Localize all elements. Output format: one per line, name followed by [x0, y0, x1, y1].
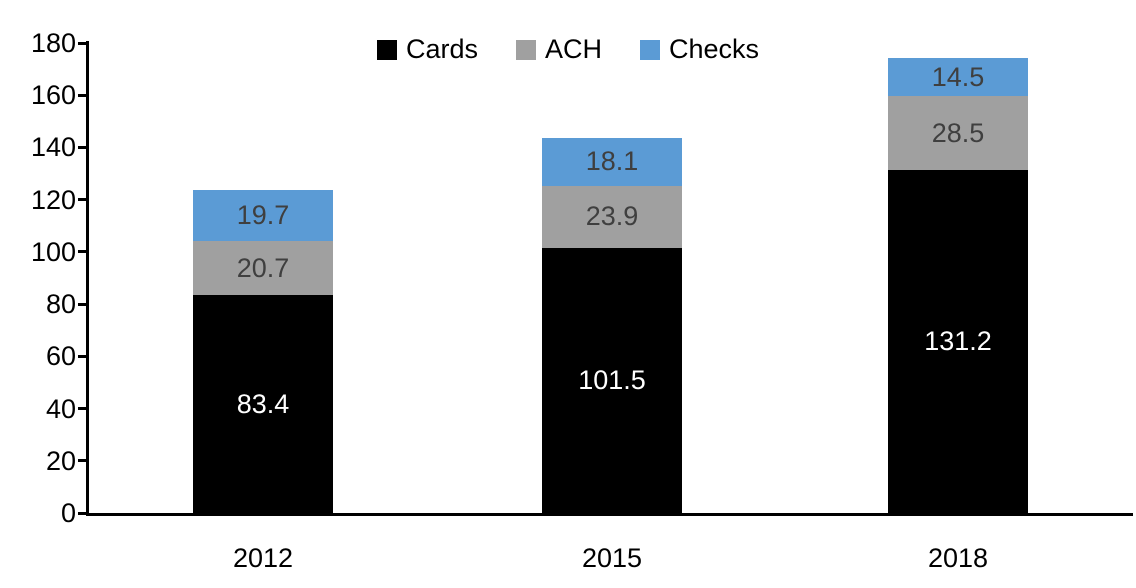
y-axis-tick — [78, 302, 88, 306]
bar-segment-2018-cards[interactable]: 131.2 — [888, 170, 1028, 513]
legend-label: ACH — [544, 34, 602, 64]
legend-item-checks[interactable]: Checks — [640, 36, 759, 63]
y-axis-tick-label: 100 — [30, 236, 76, 267]
y-axis-tick — [78, 354, 88, 358]
y-axis-tick-label: 140 — [30, 132, 76, 163]
y-axis-tick-label: 40 — [45, 393, 76, 424]
bar-value-label: 14.5 — [931, 61, 985, 92]
legend-swatch-icon — [376, 39, 397, 60]
bar-segment-2018-ach[interactable]: 28.5 — [888, 96, 1028, 171]
x-axis-label-2018: 2018 — [927, 543, 989, 573]
bar-value-label: 101.5 — [578, 364, 646, 395]
y-axis-tick-label: 120 — [30, 184, 76, 215]
y-axis-tick — [78, 511, 88, 515]
bar-value-label: 20.7 — [236, 252, 290, 283]
bar-value-label: 28.5 — [931, 117, 985, 148]
y-axis-tick — [78, 250, 88, 254]
bar-value-label: 131.2 — [924, 326, 992, 357]
y-axis-tick-label: 180 — [30, 28, 76, 58]
y-axis-tick-label: 60 — [45, 341, 76, 372]
bar-segment-2015-cards[interactable]: 101.5 — [542, 247, 682, 513]
legend-item-cards[interactable]: Cards — [376, 34, 478, 64]
y-axis-tick — [78, 459, 88, 463]
bar-segment-2018-checks[interactable]: 14.5 — [888, 58, 1028, 96]
legend-label: Checks — [669, 34, 760, 64]
bar-segment-2015-checks[interactable]: 18.1 — [542, 138, 682, 186]
legend-item-ach[interactable]: ACH — [515, 34, 602, 64]
bar-segment-2012-checks[interactable]: 19.7 — [193, 189, 333, 242]
y-axis-tick — [78, 41, 88, 45]
y-axis-tick — [78, 145, 88, 149]
y-axis-tick-label: 0 — [60, 498, 76, 528]
x-axis-label-2012: 2012 — [232, 543, 294, 573]
legend-swatch-icon — [640, 39, 660, 60]
bar-segment-2012-ach[interactable]: 20.7 — [193, 241, 333, 296]
legend-label: Cards — [405, 34, 478, 64]
legend-swatch-icon — [515, 39, 536, 60]
bar-value-label: 23.9 — [585, 201, 639, 232]
y-axis-tick-label: 20 — [45, 445, 76, 476]
y-axis-tick-label: 160 — [30, 80, 76, 111]
y-axis-tick-label: 80 — [45, 289, 76, 320]
y-axis-tick — [78, 93, 88, 97]
x-axis-label-2015: 2015 — [581, 543, 643, 573]
y-axis-tick — [78, 407, 88, 411]
bar-value-label: 18.1 — [585, 146, 639, 177]
chart-legend: Cards ACH Checks — [0, 36, 1136, 63]
x-axis-line — [86, 513, 1133, 516]
y-axis-line — [86, 41, 89, 516]
bar-value-label: 83.4 — [236, 388, 290, 419]
y-axis-tick — [78, 198, 88, 202]
bar-value-label: 19.7 — [236, 199, 290, 230]
bar-segment-2012-cards[interactable]: 83.4 — [193, 295, 333, 513]
bar-segment-2015-ach[interactable]: 23.9 — [542, 185, 682, 248]
